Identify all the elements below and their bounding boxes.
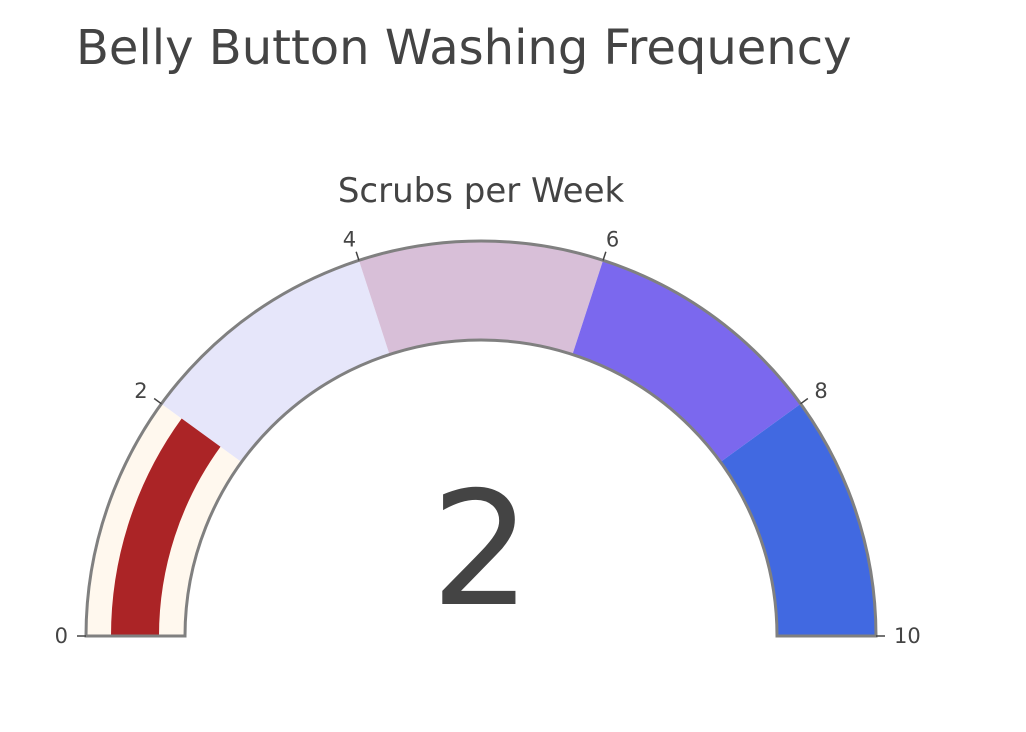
gauge-outline-layer xyxy=(84,239,878,638)
gauge-subtitle: Scrubs per Week xyxy=(338,171,625,211)
gauge-outline xyxy=(84,239,878,638)
gauge-step-1 xyxy=(161,260,390,463)
gauge-step-4 xyxy=(720,403,876,636)
gauge-ticks: 0 2 4 6 8 10 xyxy=(55,227,921,648)
chart-title: Belly Button Washing Frequency xyxy=(76,20,852,76)
gauge-tick-mark xyxy=(602,251,607,261)
gauge-tick-label: 10 xyxy=(894,624,921,648)
gauge-value-bar xyxy=(111,418,221,636)
gauge-step-3 xyxy=(572,260,801,463)
gauge-value-number: 2 xyxy=(431,458,532,642)
gauge-tick-mark xyxy=(355,251,360,261)
gauge-tick-label: 6 xyxy=(606,227,619,251)
gauge-bar-layer xyxy=(111,418,221,636)
gauge-step-2 xyxy=(358,240,604,355)
gauge-tick-label: 4 xyxy=(343,227,356,251)
gauge-tick-label: 0 xyxy=(55,624,68,648)
gauge-tick-mark xyxy=(153,397,162,405)
gauge-tick-label: 8 xyxy=(814,379,827,403)
gauge-tick-label: 2 xyxy=(134,379,147,403)
gauge-tick-mark xyxy=(800,397,809,405)
